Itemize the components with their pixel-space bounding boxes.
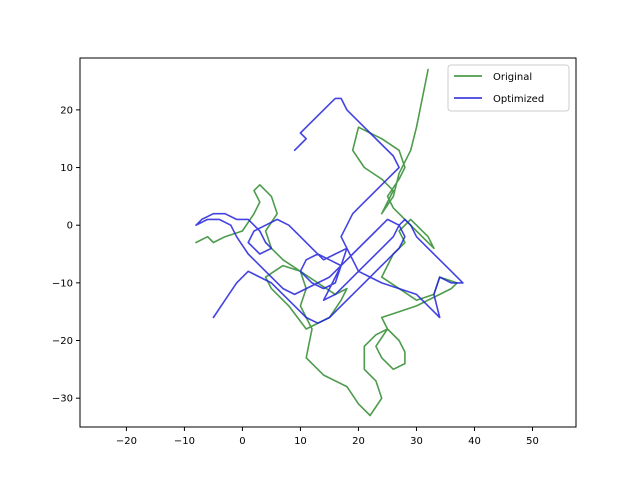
series-line-original: [195, 68, 458, 417]
x-axis: −20 −10 0 10 20 30 40 50: [116, 427, 539, 447]
legend-label-optimized: Optimized: [493, 94, 544, 105]
x-tick-label: 30: [410, 436, 423, 447]
y-tick-label: −10: [52, 278, 73, 289]
series-line-optimized: [195, 97, 464, 325]
x-tick-label: 0: [239, 436, 245, 447]
y-tick-label: 0: [67, 221, 73, 232]
x-tick-label: 50: [526, 436, 539, 447]
x-tick-label: −20: [116, 436, 137, 447]
plot-area: [80, 58, 576, 427]
y-tick-label: −20: [52, 336, 73, 347]
x-tick-label: 40: [468, 436, 481, 447]
series-layer: [195, 68, 464, 417]
y-tick-label: 20: [60, 105, 73, 116]
x-tick-label: 10: [294, 436, 307, 447]
legend: Original Optimized: [447, 64, 570, 112]
y-axis: −30 −20 −10 0 10 20: [52, 105, 80, 405]
x-tick-label: −10: [174, 436, 195, 447]
y-tick-label: −30: [52, 394, 73, 405]
legend-label-original: Original: [493, 72, 532, 83]
plot-frame: [79, 57, 577, 428]
x-tick-label: 20: [352, 436, 365, 447]
y-tick-label: 10: [60, 163, 73, 174]
